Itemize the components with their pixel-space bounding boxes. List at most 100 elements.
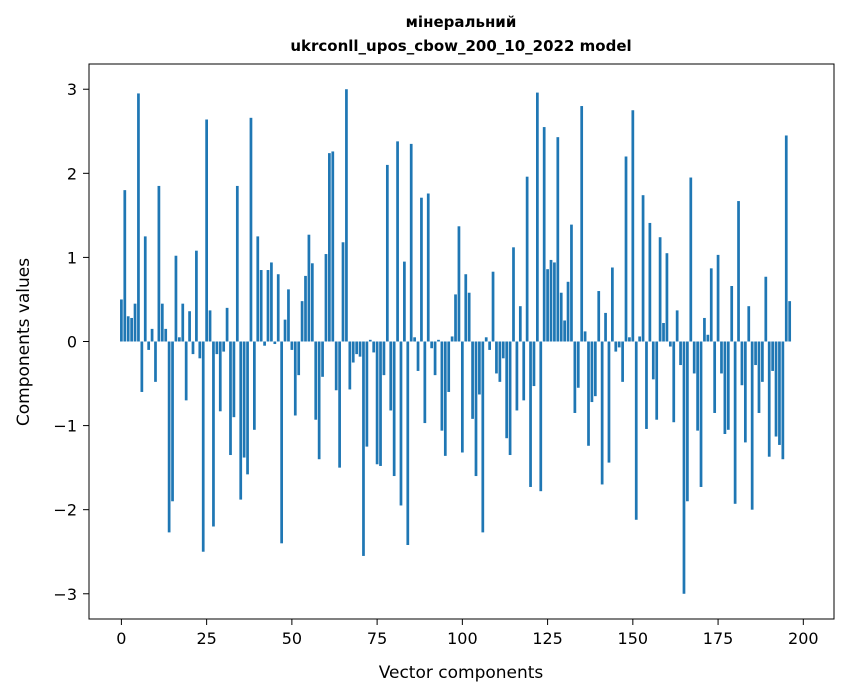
bar-31	[225, 307, 229, 342]
bar-141	[600, 341, 604, 485]
bar-10	[154, 341, 157, 382]
bar-68	[351, 341, 355, 363]
chart-title-line2: ukrconll_upos_cbow_200_10_2022 model	[290, 37, 631, 55]
bar-108	[488, 341, 491, 350]
bar-40	[256, 236, 260, 342]
bar-177	[723, 341, 727, 434]
bar-153	[641, 195, 645, 342]
bar-28	[215, 341, 219, 355]
bar-164	[679, 341, 682, 366]
bar-60	[324, 254, 328, 342]
bar-151	[634, 341, 638, 520]
bar-35	[239, 341, 243, 500]
bar-51	[293, 341, 297, 416]
bar-122	[536, 92, 539, 342]
bar-161	[668, 341, 672, 347]
bar-series	[120, 89, 792, 594]
y-tick-label: 3	[67, 80, 77, 99]
bar-132	[570, 224, 573, 342]
x-axis: 0 25 50 75 100 125 150 175 200	[116, 619, 819, 648]
bar-176	[720, 341, 723, 374]
bar-67	[348, 341, 352, 390]
bar-105	[478, 341, 481, 395]
bar-44	[270, 262, 273, 342]
bar-9	[150, 328, 154, 342]
bar-194	[781, 341, 785, 460]
bar-133	[573, 341, 577, 413]
x-tick-label: 175	[703, 629, 734, 648]
bar-84	[406, 341, 410, 545]
bar-137	[587, 341, 590, 446]
bar-155	[648, 222, 652, 342]
bar-63	[334, 341, 338, 391]
bar-145	[614, 341, 618, 352]
bar-91	[430, 341, 434, 349]
bar-102	[467, 292, 471, 342]
bar-46	[276, 274, 280, 342]
bar-190	[767, 341, 771, 457]
bar-24	[201, 341, 205, 552]
bar-110	[495, 341, 498, 374]
bar-39	[253, 341, 256, 430]
bar-93	[437, 339, 440, 342]
bar-163	[675, 310, 679, 342]
bar-104	[474, 341, 478, 477]
bar-94	[440, 341, 444, 431]
y-axis-label: Components values	[14, 258, 34, 426]
bar-115	[512, 247, 515, 342]
bar-86	[413, 337, 416, 342]
bar-56	[310, 263, 314, 342]
x-axis-label: Vector components	[379, 663, 544, 683]
bar-6	[140, 341, 144, 392]
bar-69	[355, 341, 359, 355]
bar-167	[689, 177, 693, 342]
bar-183	[743, 341, 747, 443]
bar-50	[290, 341, 294, 350]
bar-129	[559, 292, 563, 342]
bar-97	[450, 336, 454, 342]
y-tick-label: −3	[53, 585, 77, 604]
bar-29	[218, 341, 222, 412]
y-tick-label: 1	[67, 248, 77, 267]
x-tick-label: 50	[282, 629, 302, 648]
x-tick-label: 150	[618, 629, 649, 648]
bar-181	[737, 201, 740, 342]
bar-78	[385, 164, 389, 342]
bar-25	[205, 119, 208, 342]
bar-14	[167, 341, 171, 533]
bar-114	[508, 341, 512, 456]
x-tick-label: 100	[447, 629, 478, 648]
bar-59	[321, 341, 324, 377]
bar-168	[692, 341, 696, 374]
bar-33	[232, 341, 236, 418]
x-tick-label: 200	[788, 629, 819, 648]
bar-20	[188, 311, 191, 342]
bar-160	[665, 253, 669, 342]
bar-193	[778, 341, 781, 445]
bar-125	[546, 269, 549, 342]
bar-156	[651, 341, 655, 380]
bar-18	[181, 303, 185, 342]
bar-22	[195, 250, 198, 342]
bar-3	[130, 317, 133, 342]
bar-12	[160, 303, 164, 342]
bar-38	[249, 117, 253, 342]
bar-30	[222, 341, 226, 352]
bar-149	[628, 337, 631, 342]
bar-1	[123, 190, 127, 342]
y-tick-label: −1	[53, 417, 77, 436]
bar-107	[484, 337, 488, 342]
bar-140	[597, 291, 601, 342]
bar-121	[532, 341, 536, 387]
bar-157	[655, 341, 659, 420]
bar-23	[198, 341, 202, 359]
bar-47	[280, 341, 284, 544]
x-tick-label: 25	[196, 629, 216, 648]
bar-45	[273, 341, 277, 345]
bar-146	[617, 341, 621, 348]
bar-142	[604, 312, 607, 342]
bar-58	[317, 341, 321, 460]
bar-192	[774, 341, 778, 437]
bar-36	[242, 341, 246, 458]
bar-119	[525, 176, 529, 342]
